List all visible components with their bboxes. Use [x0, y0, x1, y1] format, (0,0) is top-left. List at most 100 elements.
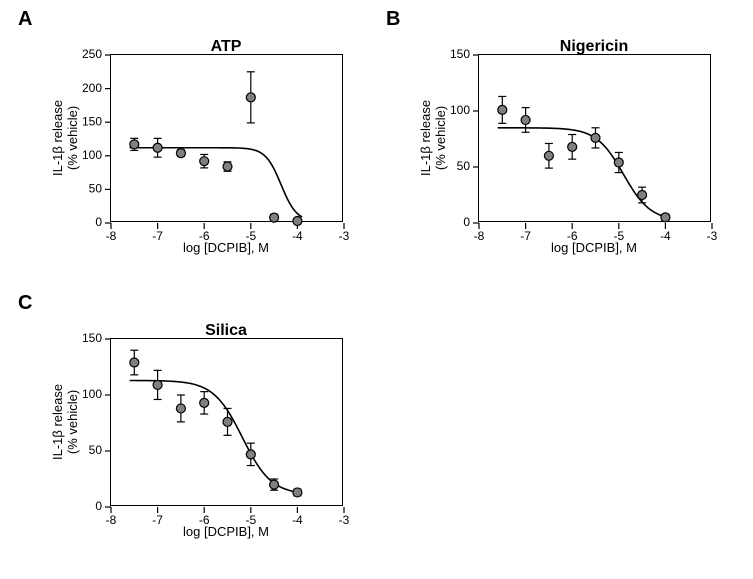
marker [200, 398, 209, 407]
data-point [130, 350, 139, 375]
marker [176, 404, 185, 413]
data-point [544, 143, 553, 168]
marker [130, 358, 139, 367]
marker [614, 158, 623, 167]
data-point [246, 72, 255, 123]
x-tick-label: -6 [567, 229, 578, 243]
marker [246, 93, 255, 102]
y-tick-label: 150 [450, 47, 470, 61]
marker [544, 151, 553, 160]
y-tick-label: 0 [95, 499, 102, 513]
panel-label-B: B [386, 8, 400, 31]
x-tick-label: -6 [199, 513, 210, 527]
fit-curve [498, 128, 670, 218]
fit-curve [130, 148, 302, 217]
y-tick-label: 50 [457, 159, 471, 173]
x-axis-label: log [DCPIB], M [514, 240, 674, 255]
panel-label-C: C [18, 292, 32, 315]
data-point [293, 216, 302, 225]
plot-svg: -8-7-6-5-4-3050100150 [111, 339, 344, 507]
y-axis-label-line: IL-1β release [51, 362, 66, 482]
plot-frame: -8-7-6-5-4-3050100150200250 [110, 54, 343, 222]
y-axis-label-line: (% vehicle) [66, 78, 81, 198]
y-axis-label-line: IL-1β release [51, 78, 66, 198]
x-tick-label: -5 [613, 229, 624, 243]
x-tick-label: -7 [152, 229, 163, 243]
data-point [153, 370, 162, 399]
marker [591, 133, 600, 142]
y-tick-label: 100 [450, 103, 470, 117]
y-axis-label-line: IL-1β release [419, 78, 434, 198]
y-tick-label: 200 [82, 81, 102, 95]
marker [153, 380, 162, 389]
marker [568, 142, 577, 151]
x-tick-label: -8 [106, 229, 117, 243]
y-axis-label: IL-1β release(% vehicle) [51, 362, 81, 482]
y-axis-label-line: (% vehicle) [66, 362, 81, 482]
marker [498, 105, 507, 114]
x-tick-label: -3 [339, 229, 350, 243]
y-tick-label: 50 [89, 443, 103, 457]
marker [293, 216, 302, 225]
y-tick-label: 100 [82, 387, 102, 401]
x-tick-label: -4 [292, 229, 303, 243]
y-tick-label: 0 [95, 215, 102, 229]
y-tick-label: 150 [82, 331, 102, 345]
y-tick-label: 150 [82, 114, 102, 128]
y-axis-label: IL-1β release(% vehicle) [419, 78, 449, 198]
marker [661, 213, 670, 222]
data-point [270, 479, 279, 490]
data-point [614, 152, 623, 172]
data-point [270, 213, 279, 222]
marker [200, 157, 209, 166]
marker [638, 191, 647, 200]
data-point [591, 128, 600, 148]
data-point [661, 213, 670, 222]
marker [223, 417, 232, 426]
x-tick-label: -7 [520, 229, 531, 243]
y-tick-label: 0 [463, 215, 470, 229]
x-axis-label: log [DCPIB], M [146, 240, 306, 255]
data-point [153, 138, 162, 157]
data-point [176, 395, 185, 422]
x-tick-label: -8 [474, 229, 485, 243]
marker [246, 450, 255, 459]
y-axis-label: IL-1β release(% vehicle) [51, 78, 81, 198]
marker [130, 140, 139, 149]
marker [270, 480, 279, 489]
x-tick-label: -4 [292, 513, 303, 527]
x-axis-label: log [DCPIB], M [146, 524, 306, 539]
data-point [200, 154, 209, 167]
x-tick-label: -6 [199, 229, 210, 243]
panel-A: AATPlog [DCPIB], MIL-1β release(% vehicl… [18, 8, 373, 282]
x-tick-label: -3 [707, 229, 718, 243]
y-axis-label-line: (% vehicle) [434, 78, 449, 198]
panel-B: BNigericinlog [DCPIB], MIL-1β release(% … [386, 8, 741, 282]
plot-svg: -8-7-6-5-4-3050100150 [479, 55, 712, 223]
marker [521, 115, 530, 124]
marker [176, 149, 185, 158]
plot-frame: -8-7-6-5-4-3050100150 [478, 54, 711, 222]
marker [153, 143, 162, 152]
x-tick-label: -4 [660, 229, 671, 243]
data-point [293, 488, 302, 497]
x-tick-label: -5 [245, 229, 256, 243]
data-point [176, 149, 185, 158]
marker [293, 488, 302, 497]
panel-label-A: A [18, 8, 32, 31]
marker [270, 213, 279, 222]
plot-svg: -8-7-6-5-4-3050100150200250 [111, 55, 344, 223]
x-tick-label: -5 [245, 513, 256, 527]
data-point [638, 187, 647, 203]
marker [223, 162, 232, 171]
y-tick-label: 50 [89, 182, 103, 196]
y-tick-label: 100 [82, 148, 102, 162]
data-point [130, 138, 139, 150]
x-tick-label: -7 [152, 513, 163, 527]
data-point [568, 135, 577, 160]
data-point [498, 96, 507, 123]
panel-C: CSilicalog [DCPIB], MIL-1β release(% veh… [18, 292, 373, 566]
data-point [200, 392, 209, 414]
plot-frame: -8-7-6-5-4-3050100150 [110, 338, 343, 506]
x-tick-label: -3 [339, 513, 350, 527]
